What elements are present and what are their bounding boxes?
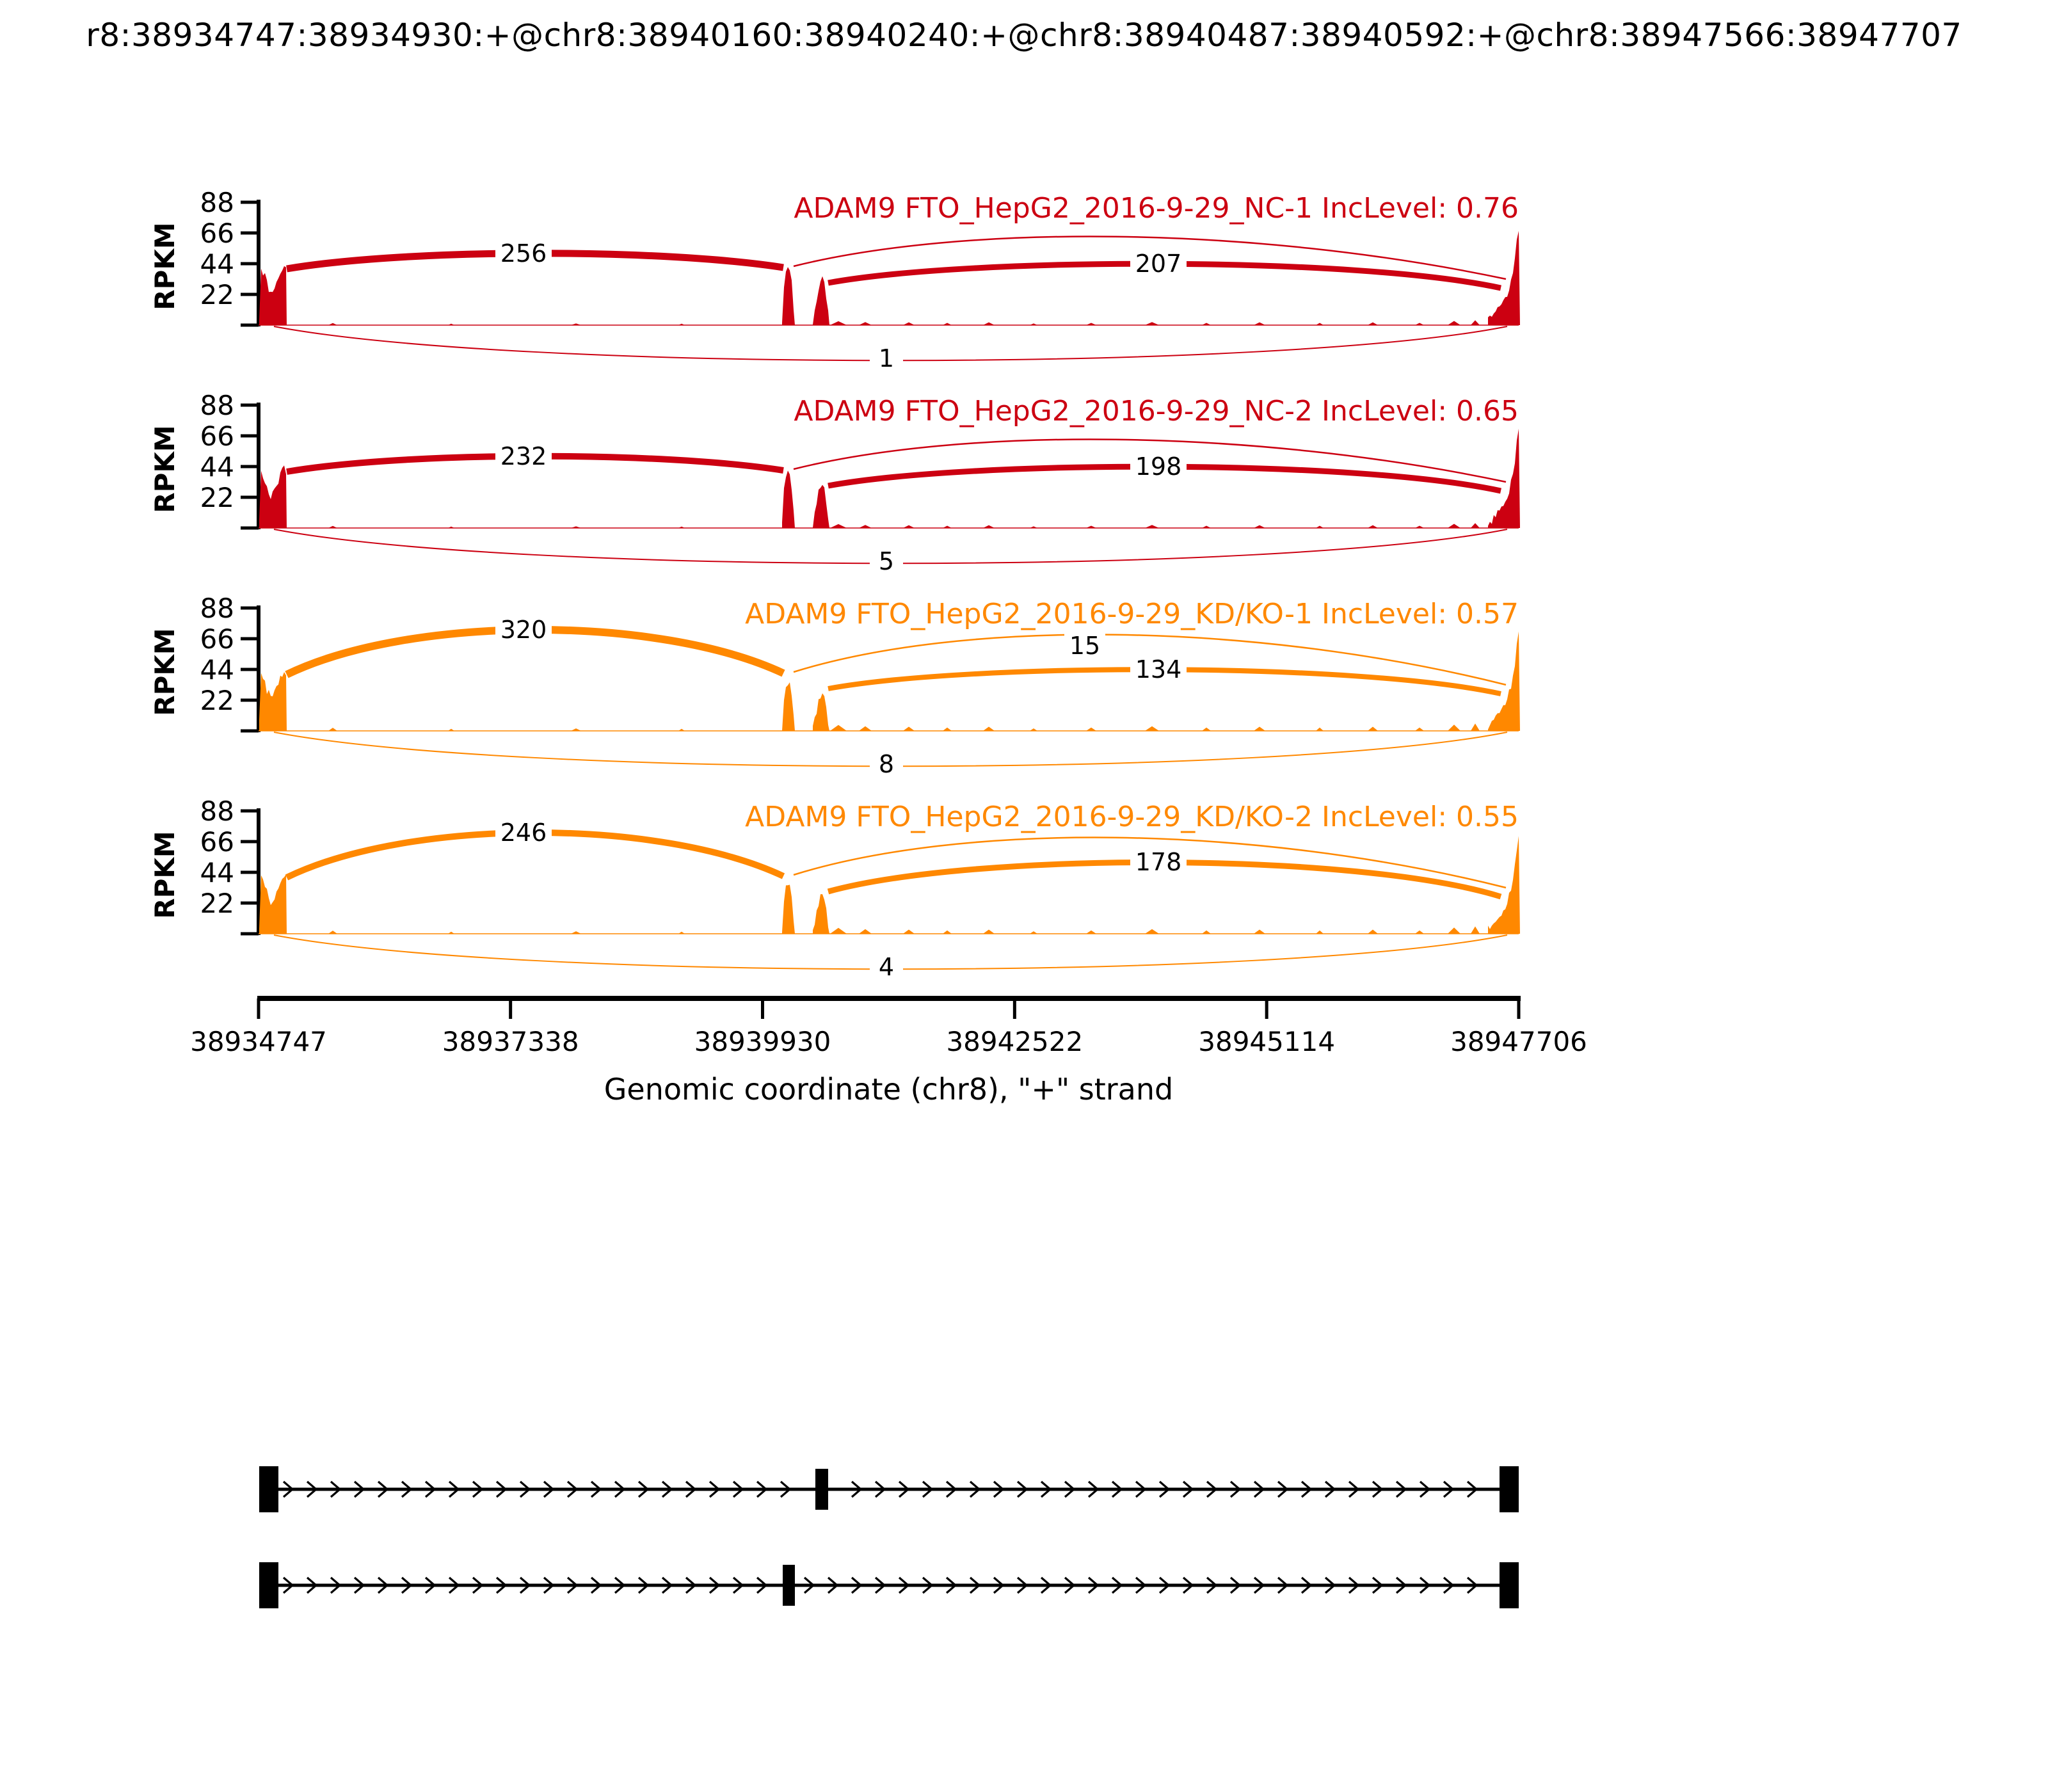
junction-count-right-bg <box>1130 450 1187 482</box>
y-tick-label-88: 88 <box>200 593 234 624</box>
junction-count-bottom-bg <box>870 545 903 577</box>
y-tick-label-66: 66 <box>200 826 234 858</box>
junction-count-left-bg <box>495 440 552 472</box>
junction-count-left: 320 <box>500 616 547 644</box>
x-tick-label-5: 38947706 <box>1450 1026 1587 1057</box>
junction-count-bottom: 8 <box>879 750 894 778</box>
isoform-exon-3 <box>1500 1466 1519 1512</box>
isoform-exon-2 <box>783 1565 795 1606</box>
junction-count-bottom-bg <box>870 748 903 780</box>
x-axis-title: Genomic coordinate (chr8), "+" strand <box>604 1072 1173 1107</box>
y-tick-label-22: 22 <box>200 888 234 919</box>
isoform-track-1 <box>259 1466 1519 1512</box>
isoform-track-2 <box>259 1562 1519 1608</box>
track-title: ADAM9 FTO_HepG2_2016-9-29_KD/KO-2 IncLev… <box>745 801 1519 833</box>
x-tick-label-4: 38945114 <box>1198 1026 1335 1057</box>
track-title: ADAM9 FTO_HepG2_2016-9-29_NC-1 IncLevel:… <box>794 192 1519 225</box>
junction-count-bottom: 4 <box>879 953 894 981</box>
junction-arc-exonA-downstream <box>793 634 1507 686</box>
coverage-profile <box>259 230 1520 325</box>
coverage-profile <box>259 836 1520 934</box>
junction-count-left-bg <box>495 237 552 269</box>
y-tick-label-22: 22 <box>200 482 234 513</box>
junction-count-right-bg <box>1130 845 1187 877</box>
track-title: ADAM9 FTO_HepG2_2016-9-29_NC-2 IncLevel:… <box>794 395 1519 428</box>
rpkm-axis-label: RPKM <box>149 425 180 513</box>
junction-count-right: 134 <box>1135 655 1182 684</box>
y-tick-label-88: 88 <box>200 796 234 827</box>
junction-count-right: 198 <box>1135 452 1182 481</box>
y-tick-label-88: 88 <box>200 390 234 421</box>
y-tick-label-44: 44 <box>200 654 234 685</box>
event-coordinates-title: r8:38934747:38934930:+@chr8:38940160:389… <box>86 17 1962 54</box>
y-tick-label-66: 66 <box>200 218 234 249</box>
junction-count-left: 232 <box>500 442 547 470</box>
x-tick-label-3: 38942522 <box>946 1026 1083 1057</box>
strand-arrow-chevrons <box>282 1576 1478 1594</box>
y-tick-label-22: 22 <box>200 279 234 310</box>
y-tick-label-66: 66 <box>200 623 234 655</box>
x-tick-label-0: 38934747 <box>190 1026 327 1057</box>
junction-arc-exonA-downstream <box>793 836 1507 889</box>
y-tick-label-66: 66 <box>200 420 234 452</box>
junction-count-left-bg <box>495 613 552 645</box>
y-tick-label-44: 44 <box>200 248 234 280</box>
junction-count-right-bg <box>1130 653 1187 685</box>
junction-count-bottom: 1 <box>879 344 894 372</box>
junction-count-right-bg <box>1130 247 1187 279</box>
junction-count-thin-bg <box>1064 629 1105 661</box>
track-title: ADAM9 FTO_HepG2_2016-9-29_KD/KO-1 IncLev… <box>745 598 1519 630</box>
rpkm-axis-label: RPKM <box>149 222 180 310</box>
junction-count-right: 207 <box>1135 250 1182 278</box>
junction-count-left: 256 <box>500 239 547 268</box>
y-tick-label-44: 44 <box>200 857 234 888</box>
junction-count-bottom-bg <box>870 950 903 982</box>
junction-count-left-bg <box>495 816 552 848</box>
rpkm-axis-label: RPKM <box>149 628 180 716</box>
y-tick-label-22: 22 <box>200 685 234 716</box>
junction-count-right: 178 <box>1135 848 1182 876</box>
junction-count-thin: 15 <box>1069 632 1100 660</box>
junction-arc-exonA-downstream <box>793 236 1507 280</box>
x-tick-label-2: 38939930 <box>694 1026 831 1057</box>
junction-arc-exonA-downstream <box>793 438 1507 483</box>
isoform-exon-2 <box>815 1469 828 1510</box>
x-axis: 38934747 38937338 38939930 38942522 38945114… <box>190 996 1587 1107</box>
isoform-exon-1 <box>259 1466 278 1512</box>
rpkm-axis-label: RPKM <box>149 831 180 918</box>
strand-arrow-chevrons <box>282 1480 1478 1498</box>
isoform-exon-3 <box>1500 1562 1519 1608</box>
y-tick-label-88: 88 <box>200 187 234 218</box>
junction-count-bottom-bg <box>870 342 903 374</box>
x-tick-label-1: 38937338 <box>442 1026 579 1057</box>
isoform-exon-1 <box>259 1562 278 1608</box>
y-tick-label-44: 44 <box>200 451 234 483</box>
junction-count-bottom: 5 <box>879 547 894 575</box>
junction-count-left: 246 <box>500 819 547 847</box>
